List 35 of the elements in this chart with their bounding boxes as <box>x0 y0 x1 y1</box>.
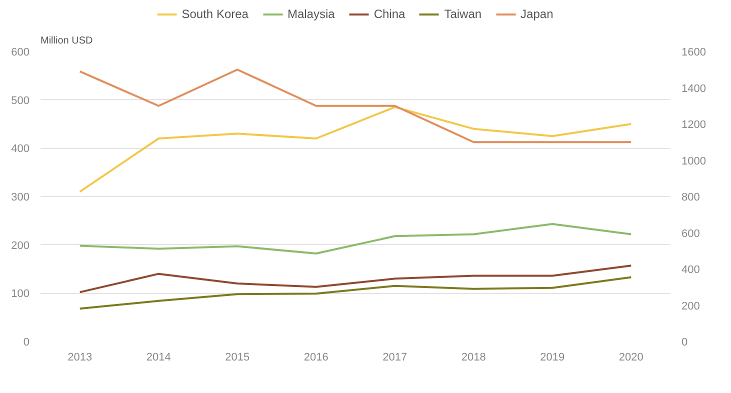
y-tick-label: 500 <box>11 94 30 107</box>
line-series <box>78 106 632 193</box>
y-tick-label: 200 <box>11 240 30 252</box>
x-tick-label: 2017 <box>382 352 408 364</box>
y2-tick-label: 1400 <box>682 82 706 95</box>
legend-label: South Korea <box>182 6 248 22</box>
y-tick-label: 600 <box>11 46 30 58</box>
x-tick-label: 2016 <box>304 352 328 364</box>
line-series <box>78 276 632 310</box>
x-tick-label: 2014 <box>146 352 171 364</box>
y2-tick-label: 600 <box>682 228 700 240</box>
line-series <box>78 223 632 255</box>
y2-tick-label: 1200 <box>682 119 706 131</box>
x-tick-label: 2018 <box>461 352 486 364</box>
x-tick-label: 2020 <box>618 352 644 364</box>
line-series <box>78 68 632 144</box>
legend-label: China <box>374 6 406 22</box>
y2-tick-label: 1000 <box>682 155 706 168</box>
y-tick-label: 400 <box>11 143 30 156</box>
x-tick-label: 2019 <box>540 352 565 364</box>
y2-tick-label: 400 <box>682 264 700 276</box>
legend-label: Japan <box>520 6 554 22</box>
legend-label: Malaysia <box>287 6 335 22</box>
y2-tick-label: 1600 <box>682 46 706 58</box>
y-tick-label: 100 <box>11 288 30 300</box>
y2-tick-label: 0 <box>682 336 688 348</box>
y2-tick-label: 200 <box>682 300 700 312</box>
y-tick-label: 0 <box>23 336 30 348</box>
y2-tick-label: 800 <box>682 192 700 204</box>
y-axis-title: Million USD <box>40 36 93 46</box>
x-tick-label: 2013 <box>68 352 92 364</box>
x-tick-label: 2015 <box>225 352 250 364</box>
y-tick-label: 300 <box>11 192 30 204</box>
line-series <box>78 264 632 294</box>
legend-label: Taiwan <box>444 6 482 22</box>
